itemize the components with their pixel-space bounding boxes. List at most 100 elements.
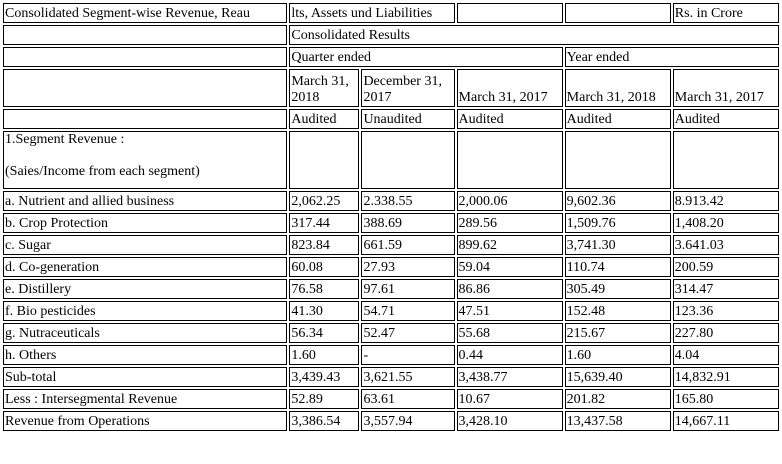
section-subtitle: (Saies/Income from each segment) <box>5 164 200 179</box>
empty-cell <box>3 47 288 67</box>
value-cell: 15,639.40 <box>564 367 671 387</box>
table-row: b. Crop Protection 317.44 388.69 289.56 1,50… <box>3 213 779 233</box>
audit-status-cell: Audited <box>564 109 671 129</box>
value-cell: 2.338.55 <box>361 191 455 211</box>
title-right-cell: lts, Assets und Liabilities <box>289 3 455 23</box>
currency-note-cell: Rs. in Crore <box>672 3 779 23</box>
row-label-cell: Less : Intersegmental Revenue <box>3 389 288 409</box>
group-header-row: Consolidated Results <box>3 25 779 45</box>
value-cell: 165.80 <box>672 389 779 409</box>
value-cell: 899.62 <box>456 235 563 255</box>
value-cell: 317.44 <box>289 213 360 233</box>
value-cell: 3,428.10 <box>456 411 563 431</box>
value-cell: - <box>361 345 455 365</box>
value-cell: 200.59 <box>672 257 779 277</box>
empty-cell <box>456 131 563 189</box>
table-row: Less : Intersegmental Revenue 52.89 63.61 1… <box>3 389 779 409</box>
value-cell: 63.61 <box>361 389 455 409</box>
segment-revenue-table: Consolidated Segment-wise Revenue, Reau … <box>1 1 781 433</box>
row-label-cell: b. Crop Protection <box>3 213 288 233</box>
table-row: a. Nutrient and allied business 2,062.25 2… <box>3 191 779 211</box>
value-cell: 1.60 <box>289 345 360 365</box>
value-cell: 661.59 <box>361 235 455 255</box>
value-cell: 3,741.30 <box>564 235 671 255</box>
value-cell: 1,408.20 <box>672 213 779 233</box>
value-cell: 59.04 <box>456 257 563 277</box>
value-cell: 152.48 <box>564 301 671 321</box>
value-cell: 3.641.03 <box>672 235 779 255</box>
value-cell: 54.71 <box>361 301 455 321</box>
value-cell: 76.58 <box>289 279 360 299</box>
value-cell: 52.89 <box>289 389 360 409</box>
value-cell: 1,509.76 <box>564 213 671 233</box>
value-cell: 2,000.06 <box>456 191 563 211</box>
value-cell: 3,439.43 <box>289 367 360 387</box>
empty-cell <box>672 131 779 189</box>
title-row: Consolidated Segment-wise Revenue, Reau … <box>3 3 779 23</box>
table-row: c. Sugar 823.84 661.59 899.62 3,741.30 3.641.… <box>3 235 779 255</box>
value-cell: 0.44 <box>456 345 563 365</box>
section-header-row: 1.Segment Revenue : (Saies/Income from e… <box>3 131 779 189</box>
value-cell: 110.74 <box>564 257 671 277</box>
empty-cell <box>3 25 288 45</box>
group-header-cell: Consolidated Results <box>289 25 779 45</box>
value-cell: 60.08 <box>289 257 360 277</box>
table-row: f. Bio pesticides 41.30 54.71 47.51 152.48 12… <box>3 301 779 321</box>
empty-cell <box>3 69 288 107</box>
audit-status-row: Audited Unaudited Audited Audited Audite… <box>3 109 779 129</box>
row-label-cell: e. Distillery <box>3 279 288 299</box>
table-body: Consolidated Segment-wise Revenue, Reau … <box>3 3 779 431</box>
row-label-cell: Revenue from Operations <box>3 411 288 431</box>
audit-status-cell: Unaudited <box>361 109 455 129</box>
table-row: Sub-total 3,439.43 3,621.55 3,438.77 15,639.… <box>3 367 779 387</box>
value-cell: 47.51 <box>456 301 563 321</box>
table-row: e. Distillery 76.58 97.61 86.86 305.49 314.47 <box>3 279 779 299</box>
value-cell: 4.04 <box>672 345 779 365</box>
value-cell: 97.61 <box>361 279 455 299</box>
value-cell: 52.47 <box>361 323 455 343</box>
row-label-cell: f. Bio pesticides <box>3 301 288 321</box>
value-cell: 41.30 <box>289 301 360 321</box>
value-cell: 10.67 <box>456 389 563 409</box>
period-date-cell: March 31, 2018 <box>289 69 360 107</box>
table-row: Revenue from Operations 3,386.54 3,557.94 3… <box>3 411 779 431</box>
value-cell: 201.82 <box>564 389 671 409</box>
value-cell: 13,437.58 <box>564 411 671 431</box>
row-label-cell: g. Nutraceuticals <box>3 323 288 343</box>
period-date-row: March 31, 2018 December 31, 2017 March 3… <box>3 69 779 107</box>
value-cell: 227.80 <box>672 323 779 343</box>
audit-status-cell: Audited <box>289 109 360 129</box>
value-cell: 314.47 <box>672 279 779 299</box>
value-cell: 215.67 <box>564 323 671 343</box>
value-cell: 14,832.91 <box>672 367 779 387</box>
value-cell: 14,667.11 <box>672 411 779 431</box>
audit-status-cell: Audited <box>456 109 563 129</box>
row-label-cell: c. Sugar <box>3 235 288 255</box>
empty-cell <box>564 131 671 189</box>
value-cell: 305.49 <box>564 279 671 299</box>
period-group-row: Quarter ended Year ended <box>3 47 779 67</box>
value-cell: 3,438.77 <box>456 367 563 387</box>
value-cell: 2,062.25 <box>289 191 360 211</box>
empty-cell <box>289 131 360 189</box>
year-ended-header: Year ended <box>564 47 779 67</box>
quarter-ended-header: Quarter ended <box>289 47 563 67</box>
row-label-cell: h. Others <box>3 345 288 365</box>
value-cell: 27.93 <box>361 257 455 277</box>
value-cell: 3,621.55 <box>361 367 455 387</box>
table-row: h. Others 1.60-0.44 1.60 4.04 <box>3 345 779 365</box>
row-label-cell: a. Nutrient and allied business <box>3 191 288 211</box>
section-title: 1.Segment Revenue : <box>5 132 125 147</box>
period-date-cell: December 31, 2017 <box>361 69 455 107</box>
empty-cell <box>3 109 288 129</box>
audit-status-cell: Audited <box>672 109 779 129</box>
value-cell: 9,602.36 <box>564 191 671 211</box>
table-row: g. Nutraceuticals 56.34 52.47 55.68 215.67 22… <box>3 323 779 343</box>
section-header-cell: 1.Segment Revenue : (Saies/Income from e… <box>3 131 288 189</box>
value-cell: 8.913.42 <box>672 191 779 211</box>
value-cell: 823.84 <box>289 235 360 255</box>
value-cell: 1.60 <box>564 345 671 365</box>
value-cell: 289.56 <box>456 213 563 233</box>
period-date-cell: March 31, 2017 <box>672 69 779 107</box>
value-cell: 56.34 <box>289 323 360 343</box>
